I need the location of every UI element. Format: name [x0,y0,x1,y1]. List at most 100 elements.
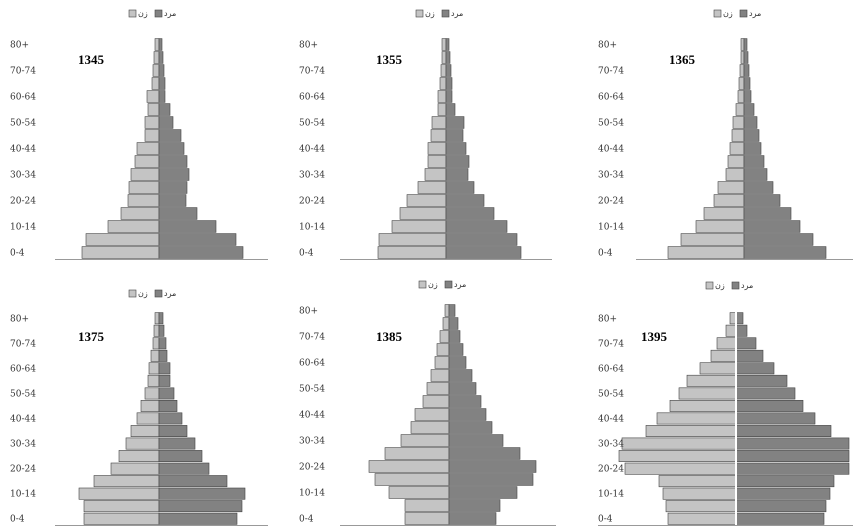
age-tick-label: 10-14 [299,223,325,233]
bar-male-55-59 [158,103,171,116]
bar-male-15-19 [735,475,835,488]
bar-female-0-4 [667,246,745,259]
age-tick-label: 40-44 [598,145,624,155]
bar-female-80+ [444,304,450,317]
bar-male-65-69 [743,77,751,90]
bar-male-5-9 [743,233,814,246]
bar-female-5-9 [378,233,447,246]
bar-male-50-54 [158,387,175,400]
legend-swatch-female [128,9,137,18]
bar-male-20-24 [448,460,537,473]
legend-label-male: مرد [164,9,176,18]
bar-male-60-64 [735,362,775,375]
bar-male-60-64 [448,356,467,369]
bar-female-60-64 [437,90,447,103]
legend-label-male: مرد [454,280,466,289]
bar-male-70-74 [743,64,750,77]
bar-female-65-69 [150,349,160,362]
bar-male-65-69 [158,77,166,90]
bar-female-0-4 [404,512,450,525]
bar-female-75-79 [442,317,450,330]
bar-female-20-24 [713,194,745,207]
bar-female-70-74 [439,330,450,343]
legend-label-female: زن [428,280,438,289]
age-tick-label: 20-24 [10,197,36,207]
bar-female-15-19 [93,475,160,488]
bar-male-70-74 [158,337,167,350]
age-tick-label: 50-54 [598,389,624,399]
bar-male-45-49 [445,129,464,142]
bar-female-70-74 [152,337,160,350]
pyramid-panel-1345: 0-4 10-14 20-24 30-34 40-44 50-54 60-64 70-74 80… [10,9,268,260]
bar-male-35-39 [448,421,493,434]
bar-male-80+ [445,38,450,51]
bar-female-30-34 [424,168,447,181]
age-tick-label: 60-64 [598,364,624,374]
bar-female-20-24 [624,462,737,475]
bar-female-50-54 [678,387,737,400]
bar-male-0-4 [445,246,522,259]
bar-female-40-44 [414,408,450,421]
bar-female-50-54 [144,387,160,400]
age-tick-label: 40-44 [10,415,36,425]
bar-male-55-59 [743,103,755,116]
pyramid-panel-1385: 0-4 10-14 20-24 30-34 40-44 50-54 60-64 70-74 80… [299,280,556,526]
bar-male-0-4 [448,512,497,525]
bar-female-65-69 [436,343,450,356]
bar-female-30-34 [400,434,450,447]
age-tick-label: 40-44 [299,411,325,421]
age-tick-label: 80+ [299,307,318,317]
legend-swatch-female [418,280,427,289]
bar-male-20-24 [158,194,187,207]
bar-male-60-64 [445,90,453,103]
pyramid-panel-1355: 0-4 10-14 20-24 30-34 40-44 50-54 60-64 70-74 80… [299,9,552,260]
legend-label-male: مرد [164,289,176,298]
age-tick-label: 50-54 [10,389,36,399]
bar-female-10-14 [388,486,450,499]
bar-male-60-64 [158,90,166,103]
bar-male-25-29 [445,181,475,194]
legend-swatch-female [415,9,424,18]
bar-male-30-34 [448,434,504,447]
bar-female-80+ [154,38,160,51]
bar-female-30-34 [621,437,737,450]
bar-female-25-29 [717,181,745,194]
bar-female-45-49 [144,129,160,142]
age-tick-label: 0-4 [299,515,314,525]
bar-male-55-59 [158,374,171,387]
bar-female-55-59 [686,374,737,387]
legend-swatch-male [441,9,450,18]
bar-male-35-39 [735,425,832,437]
bar-male-10-14 [743,220,801,233]
age-tick-label: 80+ [299,41,318,51]
age-tick-label: 80+ [10,41,29,51]
age-tick-label: 30-34 [598,440,624,450]
legend-swatch-male [731,281,740,290]
bar-female-15-19 [658,475,737,488]
bar-male-40-44 [448,408,487,421]
bar-female-75-79 [153,324,160,337]
bar-male-25-29 [735,450,850,462]
bar-male-40-44 [158,412,183,425]
age-tick-label: 0-4 [598,515,613,525]
age-tick-label: 70-74 [10,67,36,77]
legend-label-female: زن [715,281,725,290]
age-tick-label: 40-44 [299,145,325,155]
panel-year-label: 1385 [376,329,403,344]
bar-male-30-34 [735,437,850,450]
bar-female-55-59 [147,103,160,116]
bar-male-10-14 [445,220,508,233]
bar-male-80+ [735,312,744,325]
age-tick-label: 70-74 [598,339,624,349]
legend-swatch-female [128,289,137,298]
pyramid-panel-1365: 0-4 10-14 20-24 30-34 40-44 50-54 60-64 70-74 80… [598,9,853,260]
bar-female-30-34 [130,168,160,181]
legend: زن مرد [713,9,761,18]
bar-male-70-74 [158,64,165,77]
bar-male-50-54 [735,387,796,400]
bar-male-45-49 [158,129,182,142]
bar-male-15-19 [448,473,534,486]
bar-male-80+ [158,38,163,51]
bar-male-5-9 [158,233,237,246]
bar-female-60-64 [146,90,160,103]
